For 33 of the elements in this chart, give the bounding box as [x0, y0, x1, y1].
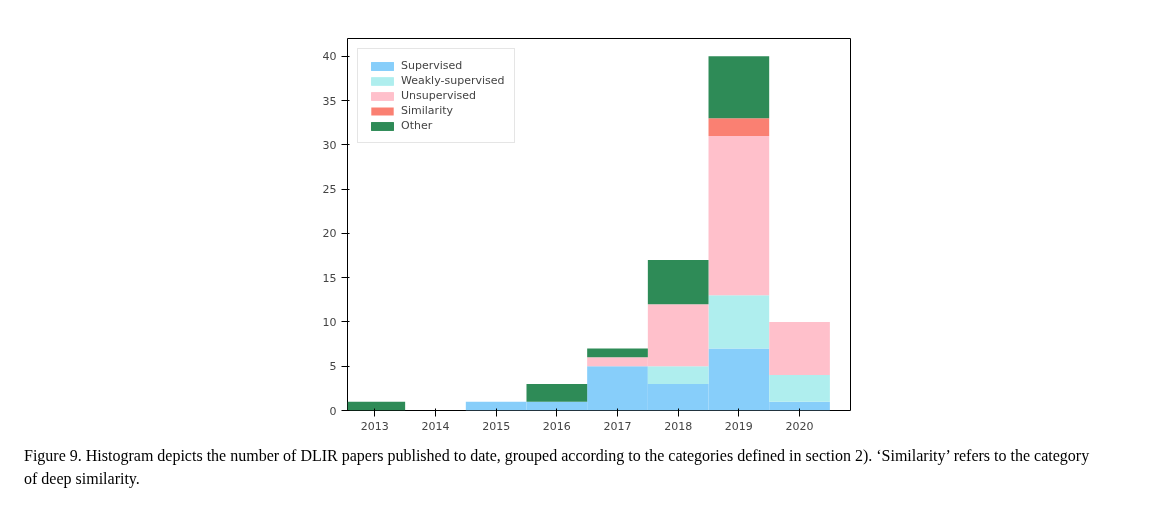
y-tick-label: 35	[322, 94, 337, 108]
y-tick-label: 40	[322, 50, 337, 64]
y-tick-label: 30	[322, 138, 337, 152]
y-tick-label: 20	[322, 227, 337, 241]
bar	[708, 56, 770, 119]
legend-label: Weakly-supervised	[401, 74, 505, 87]
bar	[708, 295, 770, 349]
y-tick-label: 0	[329, 404, 337, 418]
bar	[647, 259, 709, 305]
y-tick-label: 15	[322, 271, 337, 285]
y-tick-label: 10	[322, 315, 337, 329]
y-tick-label: 25	[322, 183, 337, 197]
legend-label: Similarity	[401, 104, 454, 117]
x-tick-label: 2017	[603, 419, 632, 433]
legend-label: Supervised	[401, 59, 463, 72]
x-tick-label: 2016	[542, 419, 571, 433]
bar	[526, 383, 588, 402]
y-tick-label: 5	[329, 360, 337, 374]
x-tick-label: 2014	[421, 419, 450, 433]
legend-label: Unsupervised	[401, 89, 477, 102]
x-tick-label: 2015	[482, 419, 511, 433]
bar	[647, 366, 709, 384]
bar	[769, 375, 830, 402]
x-tick-label: 2013	[360, 419, 389, 433]
bar	[708, 118, 770, 136]
caption: Figure 9. Histogram depicts the number of DLIR papers published to date, grouped according to the categories defined in section 2). ‘Similarity’ refers to the category of deep similarity.	[24, 446, 1091, 490]
x-tick-label: 2020	[785, 419, 814, 433]
x-tick-label: 2018	[664, 419, 693, 433]
x-tick-label: 2019	[724, 419, 753, 433]
bar	[769, 321, 830, 376]
bar	[708, 135, 770, 296]
bar	[587, 348, 648, 358]
legend-label: Other	[401, 119, 433, 132]
